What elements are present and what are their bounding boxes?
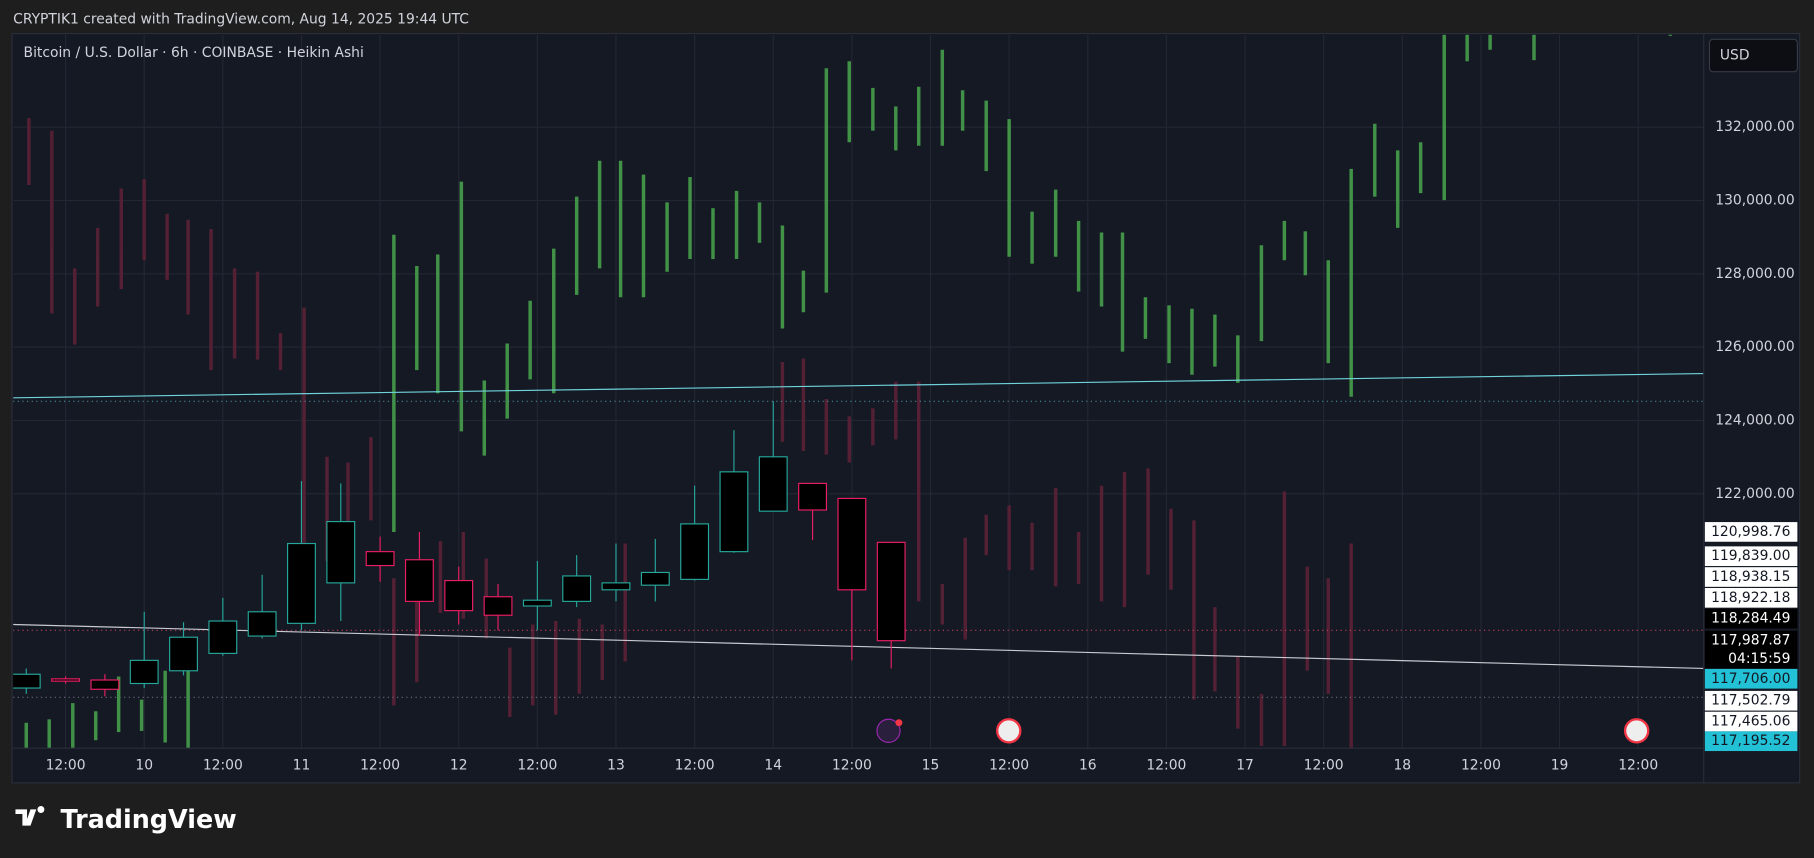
price-label: 117,465.06 bbox=[1711, 714, 1790, 730]
x-tick-label: 12:00 bbox=[1146, 757, 1186, 773]
candle-body bbox=[483, 596, 513, 616]
x-tick-label: 15 bbox=[922, 757, 940, 773]
candle-body bbox=[601, 582, 631, 591]
x-tick-label: 17 bbox=[1236, 757, 1254, 773]
x-tick-label: 12 bbox=[450, 757, 468, 773]
price-label: 117,987.87 bbox=[1711, 633, 1790, 649]
countdown: 04:15:59 bbox=[1728, 651, 1790, 667]
logo: TradingView bbox=[15, 804, 237, 834]
x-tick-label: 11 bbox=[293, 757, 311, 773]
price-label: 119,839.00 bbox=[1711, 548, 1790, 564]
candle-body bbox=[837, 497, 867, 591]
candle-body bbox=[680, 523, 710, 580]
plot bbox=[13, 34, 1704, 749]
price-label: 118,284.49 bbox=[1711, 611, 1790, 627]
price-label-bg bbox=[1704, 668, 1798, 689]
price-label-bg bbox=[1704, 567, 1798, 587]
price-label: 117,706.00 bbox=[1711, 671, 1790, 687]
candle-body bbox=[247, 611, 277, 637]
price-label: 118,922.18 bbox=[1711, 590, 1790, 606]
x-tick-label: 12:00 bbox=[1618, 757, 1658, 773]
x-tick-label: 18 bbox=[1393, 757, 1411, 773]
y-tick-label: 130,000.00 bbox=[1715, 193, 1794, 209]
trend-line bbox=[13, 623, 1704, 670]
x-tick-label: 12:00 bbox=[517, 757, 557, 773]
candle-body bbox=[129, 659, 159, 685]
brand: TradingView bbox=[61, 804, 237, 834]
chart-frame bbox=[11, 32, 1801, 784]
x-tick-label: 12:00 bbox=[360, 757, 400, 773]
credit: CRYPTIK1 created with TradingView.com, A… bbox=[13, 12, 469, 28]
event-icon[interactable] bbox=[1623, 718, 1650, 744]
candle-body bbox=[326, 521, 356, 584]
event-icon[interactable] bbox=[876, 718, 901, 743]
candle-body bbox=[365, 551, 395, 567]
price-label: 120,998.76 bbox=[1711, 524, 1790, 540]
x-tick-label: 12:00 bbox=[46, 757, 86, 773]
symbol-title: Bitcoin / U.S. Dollar · 6h · COINBASE · … bbox=[24, 45, 364, 61]
price-label-bg bbox=[1704, 690, 1798, 711]
trend-line bbox=[13, 372, 1704, 399]
candle-body bbox=[51, 678, 81, 682]
candle-body bbox=[758, 456, 788, 512]
candle-body bbox=[719, 471, 749, 553]
price-label-bg bbox=[1704, 608, 1798, 629]
x-tick-label: 19 bbox=[1551, 757, 1569, 773]
event-icons bbox=[876, 718, 1650, 744]
candle-body bbox=[169, 636, 198, 672]
x-tick-label: 12:00 bbox=[1304, 757, 1344, 773]
candle-body bbox=[798, 482, 828, 511]
x-tick-label: 12:00 bbox=[203, 757, 243, 773]
candle-body bbox=[640, 571, 670, 586]
y-tick-label: 132,000.00 bbox=[1715, 119, 1794, 135]
candle-body bbox=[90, 679, 120, 690]
candle-body bbox=[444, 579, 474, 612]
price-label: 117,195.52 bbox=[1711, 733, 1790, 749]
x-tick-label: 14 bbox=[764, 757, 782, 773]
price-label-bg bbox=[1704, 546, 1798, 567]
x-tick-label: 13 bbox=[607, 757, 625, 773]
candle-body bbox=[522, 599, 552, 607]
x-tick-label: 12:00 bbox=[989, 757, 1029, 773]
candle-body bbox=[13, 673, 41, 689]
price-label-bg bbox=[1704, 731, 1798, 752]
x-tick-label: 10 bbox=[135, 757, 153, 773]
event-dot bbox=[895, 719, 903, 727]
candle-body bbox=[562, 575, 592, 602]
x-tick-label: 12:00 bbox=[675, 757, 715, 773]
y-tick-label: 128,000.00 bbox=[1715, 266, 1794, 282]
x-tick-label: 12:00 bbox=[832, 757, 872, 773]
x-tick-label: 12:00 bbox=[1461, 757, 1501, 773]
price-label: 117,502.79 bbox=[1711, 693, 1790, 709]
y-tick-label: 124,000.00 bbox=[1715, 412, 1794, 428]
candle-body bbox=[404, 559, 434, 602]
price-label: 118,938.15 bbox=[1711, 569, 1790, 585]
x-tick-label: 16 bbox=[1079, 757, 1097, 773]
currency[interactable]: USD bbox=[1720, 48, 1750, 64]
currency-button[interactable] bbox=[1708, 38, 1798, 73]
candle-body bbox=[287, 542, 316, 624]
candle-body bbox=[208, 620, 238, 654]
candle-body bbox=[876, 541, 906, 642]
price-label-bg bbox=[1704, 711, 1798, 732]
price-label-bg bbox=[1704, 522, 1798, 542]
logo-mark bbox=[15, 806, 45, 826]
event-icon[interactable] bbox=[996, 718, 1022, 744]
y-tick-label: 122,000.00 bbox=[1715, 486, 1794, 502]
y-tick-label: 126,000.00 bbox=[1715, 339, 1794, 355]
price-label-bg bbox=[1704, 587, 1798, 608]
price-label-bg bbox=[1704, 630, 1798, 651]
countdown-bg bbox=[1704, 649, 1798, 669]
